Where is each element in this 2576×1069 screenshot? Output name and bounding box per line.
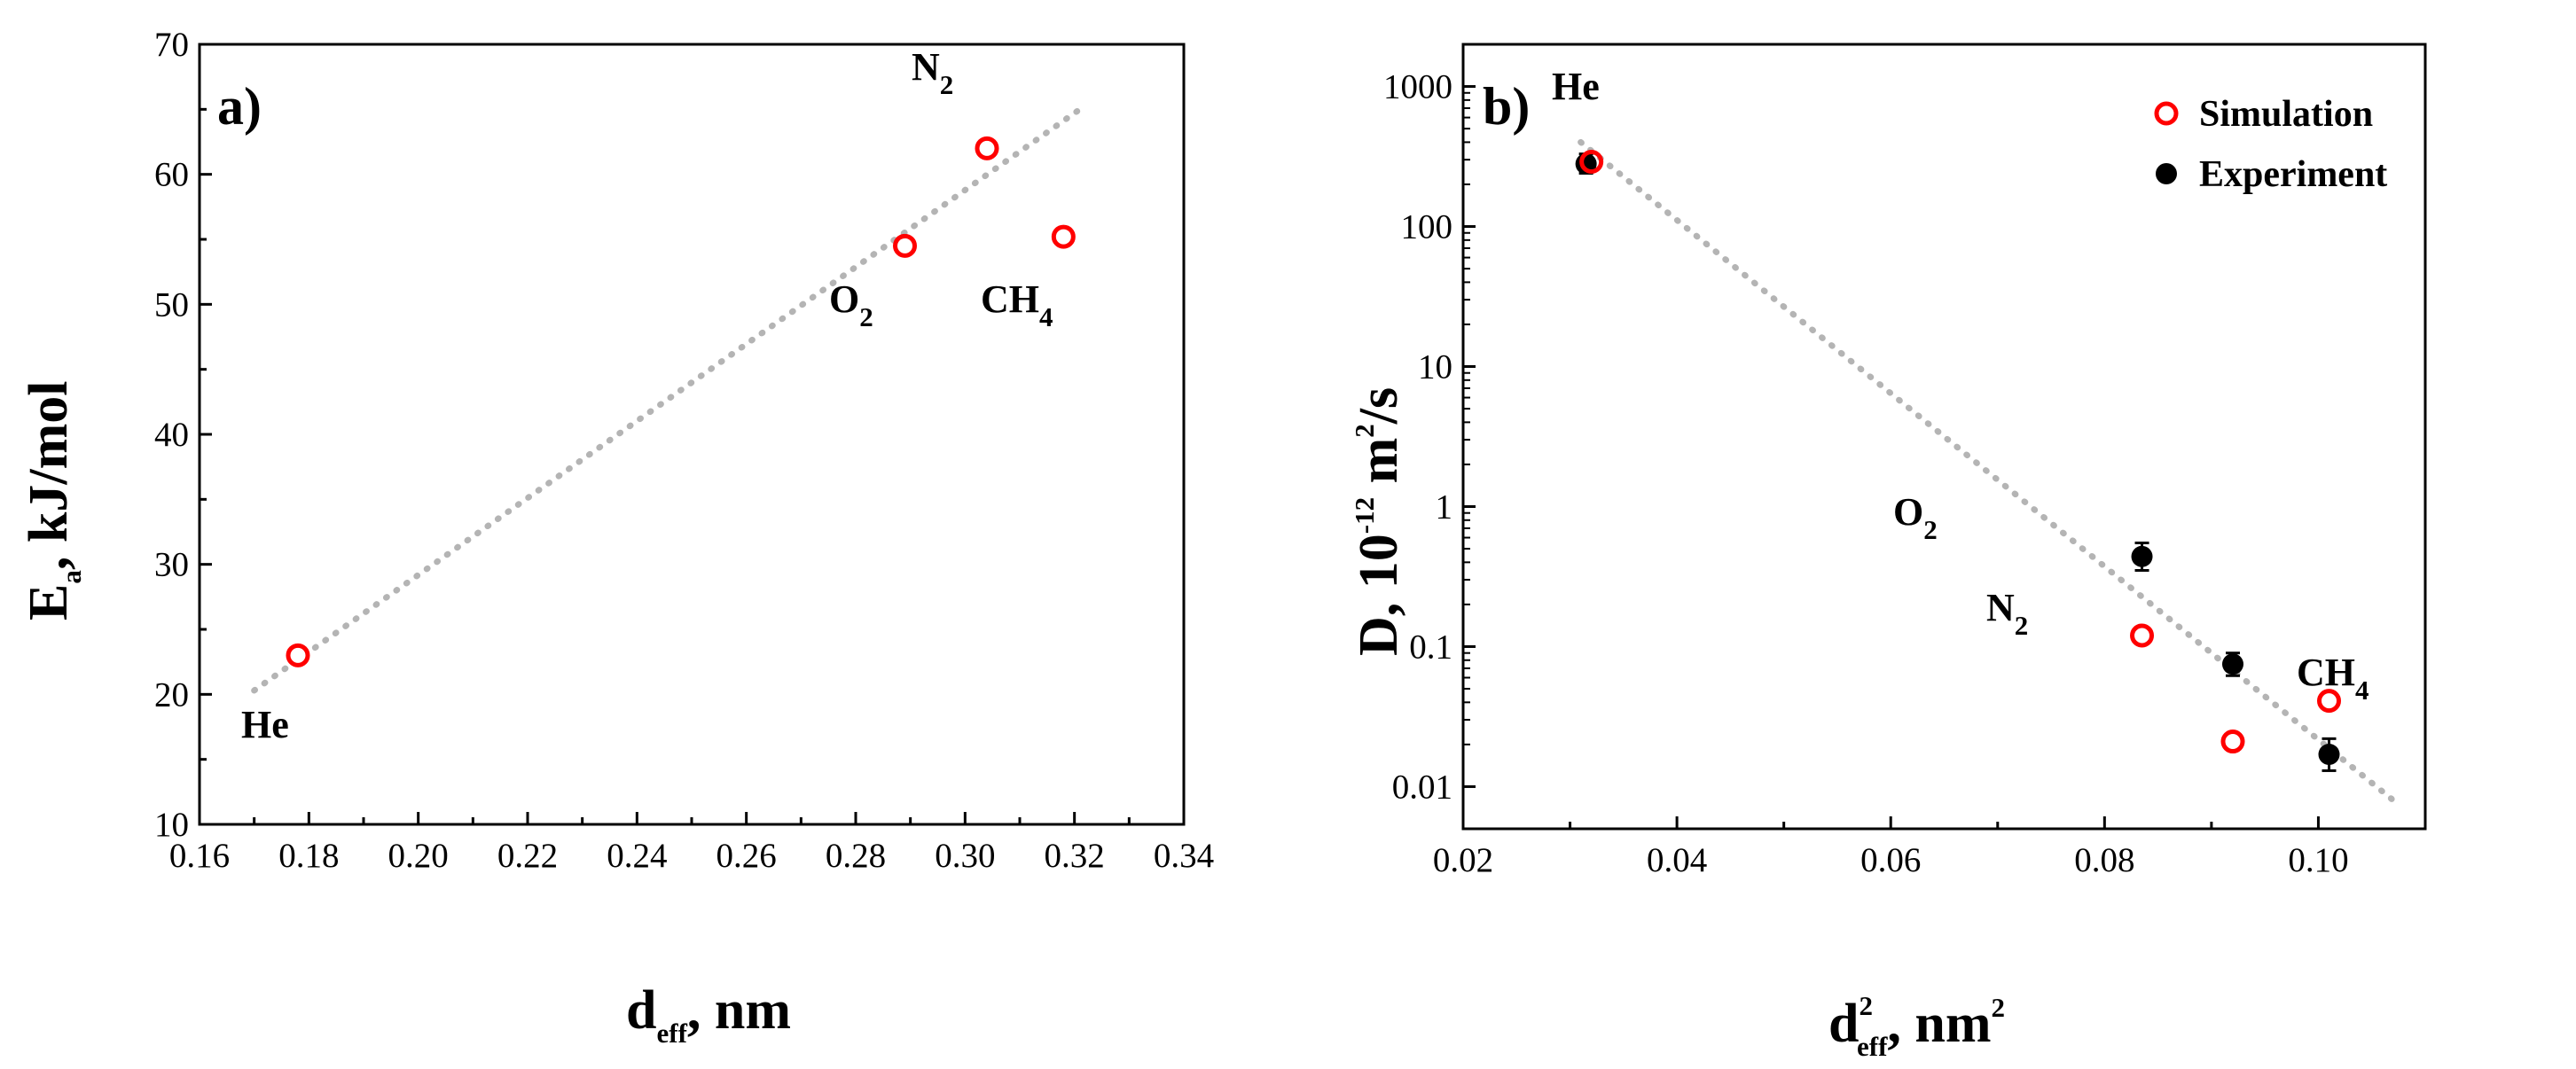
chart-b-y-tick-label: 0.01 (1392, 768, 1452, 806)
chart-b-y-tick-label: 100 (1401, 208, 1453, 246)
chart-b-y-label: D, 10-12 m2/s (1349, 387, 1409, 656)
chart-a-frame (198, 43, 1186, 826)
chart-a-x-tick-label: 0.32 (1045, 837, 1105, 875)
chart-a-label-ch4: CH4 (981, 277, 1053, 332)
chart-b-label-ch4: CH4 (2297, 651, 2369, 706)
chart-a-y-tick-label: 60 (154, 156, 189, 194)
chart-a-x-tick-label: 0.16 (169, 837, 230, 875)
chart-b-x-ticks: 0.02 0.04 0.06 0.08 0.10 (1433, 816, 2349, 879)
chart-b-x-tick-label: 0.06 (1860, 841, 1921, 879)
chart-b-experiment-point (2131, 545, 2153, 567)
chart-b-x-tick-label: 0.08 (2074, 841, 2134, 879)
chart-b-fit-line (1578, 138, 2397, 804)
chart-b-y-tick-label: 0.1 (1409, 628, 1452, 666)
chart-a-label-he: He (241, 703, 289, 746)
chart-a-x-ticks: 0.16 0.18 0.20 0.22 0.24 0.26 0.28 0.30 0.32 0.34 (169, 812, 1214, 875)
chart-a-y-tick-label: 30 (154, 546, 189, 584)
chart-b-label-o2: O2 (1893, 490, 1938, 545)
chart-b-legend: Simulation Experiment (2154, 94, 2387, 195)
chart-a-x-tick-label: 0.26 (716, 837, 777, 875)
chart-b-y-ticks: 0.01 0.1 1 10 100 1000 (1383, 68, 1476, 806)
chart-b-simulation-point (2220, 730, 2245, 754)
chart-b-label-he: He (1552, 65, 1600, 108)
chart-a-point-he (286, 643, 310, 667)
chart-b-simulation-point (1579, 149, 1604, 174)
chart-a-fit-line (251, 102, 1089, 694)
chart-b-experiment-point (2222, 653, 2243, 675)
legend-experiment-label: Experiment (2199, 154, 2387, 195)
chart-a-label-o2: O2 (829, 277, 873, 332)
chart-a-points (286, 136, 1076, 667)
chart-a-y-tick-label: 20 (154, 675, 189, 714)
chart-b-panel-label: b) (1483, 77, 1530, 136)
chart-a-y-ticks: 10 20 30 40 50 60 70 (154, 26, 212, 844)
chart-a-panel-label: a) (217, 77, 262, 136)
chart-b-x-tick-label: 0.10 (2288, 841, 2348, 879)
chart-a-y-tick-label: 10 (154, 806, 189, 844)
chart-a-y-label: Ea, kJ/mol (19, 381, 87, 620)
chart-b-x-tick-label: 0.04 (1647, 841, 1707, 879)
chart-b-points (1575, 149, 2341, 772)
chart-a-x-tick-label: 0.28 (826, 837, 886, 875)
chart-a-y-tick-label: 40 (154, 416, 189, 454)
chart-a-x-tick-label: 0.34 (1154, 837, 1214, 875)
chart-a-x-tick-label: 0.20 (388, 837, 449, 875)
chart-b-y-tick-label: 1 (1436, 488, 1453, 526)
chart-b-simulation-point (2317, 689, 2341, 714)
chart-a-point-ch4 (1051, 224, 1076, 249)
chart-b: 0.02 0.04 0.06 0.08 0.10 0.01 0.1 1 10 100 1000 b… (1349, 43, 2427, 1062)
chart-b-x-tick-label: 0.02 (1433, 841, 1493, 879)
chart-a: 0.16 0.18 0.20 0.22 0.24 0.26 0.28 0.30 0.32 0.34… (19, 26, 1214, 1049)
chart-a-label-n2: N2 (912, 45, 953, 100)
legend-experiment-marker (2156, 163, 2177, 184)
chart-a-point-n2 (975, 136, 999, 160)
chart-b-frame (1461, 43, 2427, 831)
chart-b-y-tick-label: 10 (1418, 348, 1452, 386)
chart-b-simulation-point (2130, 623, 2155, 648)
chart-a-x-tick-label: 0.24 (607, 837, 667, 875)
chart-a-y-tick-label: 70 (154, 26, 189, 64)
chart-b-label-n2: N2 (1986, 586, 2028, 641)
legend-simulation-label: Simulation (2199, 94, 2373, 135)
chart-b-y-tick-label: 1000 (1383, 68, 1452, 106)
chart-a-x-label: deff, nm (626, 980, 791, 1049)
chart-a-y-tick-label: 50 (154, 285, 189, 324)
chart-a-x-tick-label: 0.18 (278, 837, 339, 875)
chart-a-x-tick-label: 0.22 (497, 837, 558, 875)
chart-a-x-tick-label: 0.30 (935, 837, 995, 875)
chart-a-point-o2 (893, 233, 917, 258)
chart-b-x-label: d2 eff, nm2 (1828, 990, 2005, 1062)
legend-simulation-marker (2154, 101, 2179, 126)
chart-b-experiment-point (2318, 744, 2340, 766)
